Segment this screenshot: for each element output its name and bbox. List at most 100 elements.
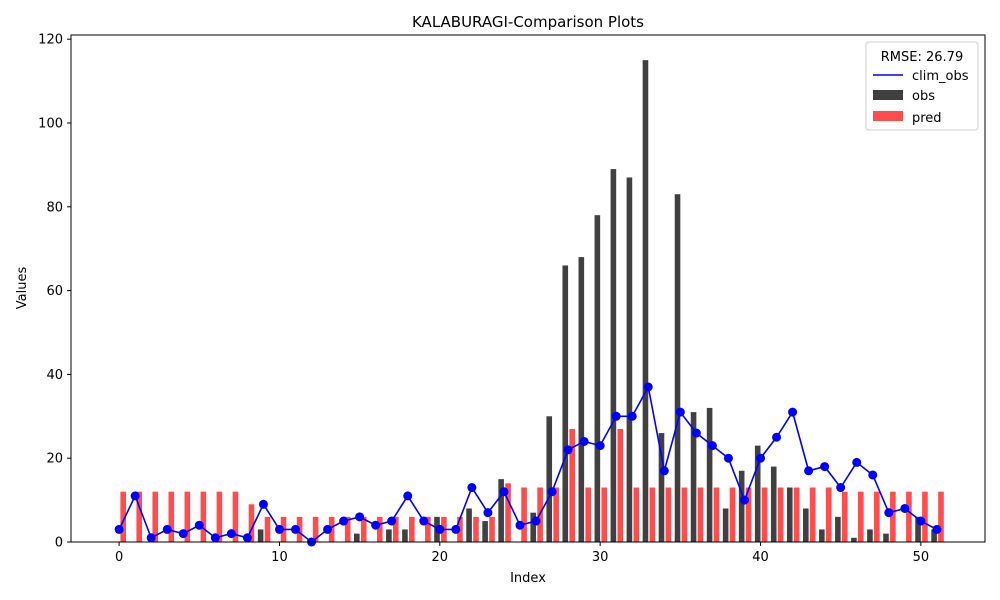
- obs-bar: [386, 529, 392, 542]
- pred-bar: [665, 487, 672, 542]
- y-axis-label: Values: [15, 267, 30, 310]
- clim-obs-point: [547, 487, 557, 497]
- clim-obs-line-group: [114, 382, 942, 547]
- clim-obs-point: [114, 524, 124, 534]
- plot-frame: [70, 34, 986, 543]
- clim-obs-point: [627, 411, 637, 421]
- pred-bar: [745, 487, 752, 542]
- clim-obs-point: [579, 436, 589, 446]
- obs-bar: [658, 433, 665, 542]
- pred-bar: [809, 487, 816, 542]
- clim-obs-point: [804, 466, 814, 476]
- x-tick-label: 0: [115, 550, 123, 565]
- pred-bar: [521, 487, 527, 542]
- clim-obs-point: [290, 524, 300, 534]
- obs-bar: [803, 508, 809, 542]
- clim-obs-point: [820, 462, 830, 472]
- pred-bar: [585, 487, 592, 542]
- plot-frame-bg: [71, 35, 985, 542]
- legend-clim-obs-label: clim_obs: [912, 69, 969, 84]
- clim-obs-point: [675, 407, 685, 417]
- clim-obs-point: [387, 516, 397, 526]
- clim-obs-point: [451, 524, 461, 534]
- clim-obs-point: [258, 499, 268, 509]
- legend-obs-swatch: [873, 90, 903, 100]
- clim-obs-point: [162, 524, 172, 534]
- pred-bar: [312, 516, 319, 542]
- pred-bars: [120, 428, 944, 542]
- obs-bar: [257, 529, 264, 542]
- clim-obs-point: [836, 483, 846, 493]
- clim-obs-point: [194, 520, 204, 530]
- obs-bar: [466, 508, 472, 542]
- y-tick-label: 100: [38, 116, 63, 131]
- clim-obs-point: [210, 533, 220, 543]
- obs-bar: [674, 194, 681, 542]
- obs-bar: [770, 466, 777, 542]
- pred-bar: [248, 504, 255, 542]
- obs-bar: [738, 470, 745, 542]
- pred-bar: [697, 487, 704, 542]
- clim-obs-point: [323, 524, 333, 534]
- pred-bar: [425, 516, 431, 542]
- pred-bar: [200, 491, 207, 542]
- clim-obs-point: [226, 529, 236, 539]
- clim-obs-point: [884, 508, 894, 518]
- y-tick-label: 0: [55, 536, 63, 551]
- obs-bar: [642, 60, 649, 542]
- clim-obs-point: [723, 453, 733, 463]
- obs-bar: [883, 533, 889, 542]
- clim-obs-point: [146, 533, 156, 543]
- clim-obs-point: [756, 453, 766, 463]
- pred-bar: [392, 516, 399, 542]
- pred-bar: [633, 487, 640, 542]
- obs-bar: [578, 257, 585, 542]
- pred-bar: [858, 491, 864, 542]
- clim-obs-point: [178, 529, 188, 539]
- pred-bar: [617, 428, 624, 542]
- y-tick-label: 40: [46, 368, 63, 383]
- pred-bar: [120, 491, 127, 542]
- clim-obs-point: [467, 483, 477, 493]
- x-axis-ticks: 0 10 20 30 40 50: [115, 542, 929, 565]
- obs-bar: [754, 445, 761, 542]
- pred-bar: [489, 516, 495, 542]
- clim-obs-point: [339, 516, 349, 526]
- clim-obs-point: [499, 487, 509, 497]
- obs-bar: [851, 537, 857, 542]
- pred-bar: [841, 491, 848, 542]
- pred-bar: [152, 491, 159, 542]
- clim-obs-point: [531, 516, 541, 526]
- pred-bar: [922, 491, 928, 542]
- clim-obs-line: [118, 384, 938, 544]
- pred-bar: [906, 491, 912, 542]
- legend-pred-label: pred: [912, 111, 942, 126]
- obs-bar: [626, 177, 633, 542]
- clim-obs-point: [355, 512, 365, 522]
- x-tick-label: 20: [432, 550, 449, 565]
- obs-bar: [610, 169, 617, 542]
- pred-bar: [505, 483, 511, 542]
- pred-bar: [360, 516, 367, 542]
- obs-bar: [690, 412, 697, 542]
- pred-bar: [264, 516, 271, 542]
- clim-obs-point: [643, 382, 653, 392]
- obs-bar: [819, 529, 825, 542]
- y-tick-label: 20: [46, 452, 63, 467]
- legend-box: [865, 41, 979, 131]
- clim-obs-point: [932, 524, 942, 534]
- x-tick-label: 30: [592, 550, 609, 565]
- clim-obs-point: [274, 524, 284, 534]
- obs-bars: [257, 60, 937, 542]
- clim-obs-point: [868, 470, 878, 480]
- y-tick-label: 60: [46, 284, 63, 299]
- pred-bar: [777, 487, 784, 542]
- pred-bar: [376, 516, 383, 542]
- chart-title: KALABURAGI-Comparison Plots: [412, 13, 644, 31]
- x-axis-label: Index: [510, 571, 546, 586]
- legend-title: RMSE: 26.79: [881, 50, 963, 65]
- pred-bar: [825, 487, 832, 542]
- x-tick-label: 10: [271, 550, 288, 565]
- obs-bar: [498, 479, 504, 542]
- clim-obs-point: [515, 520, 525, 530]
